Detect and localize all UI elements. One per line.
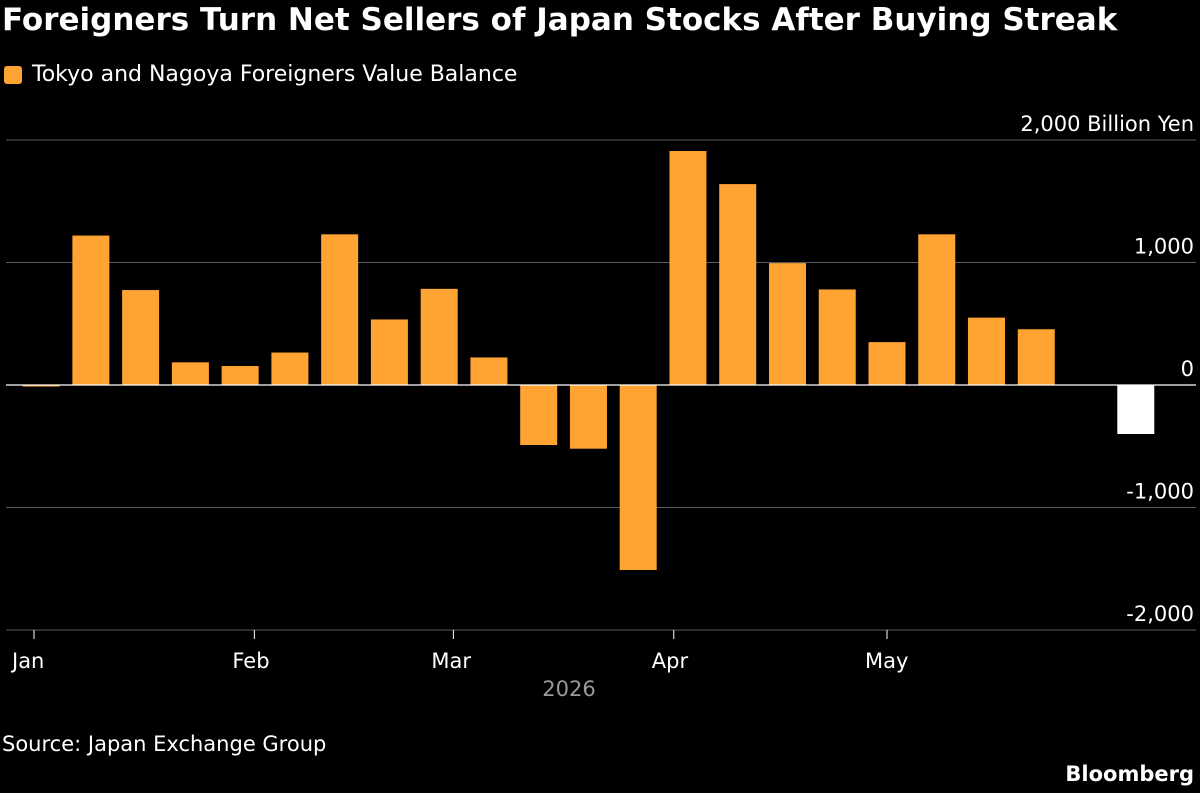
bar xyxy=(520,385,558,446)
bar xyxy=(619,385,657,570)
bar xyxy=(569,385,607,449)
bar xyxy=(1017,329,1055,385)
bar xyxy=(221,366,259,385)
bar xyxy=(768,263,806,385)
legend-label: Tokyo and Nagoya Foreigners Value Balanc… xyxy=(32,62,518,87)
bar xyxy=(470,357,508,385)
x-tick-label: Jan xyxy=(10,649,44,673)
bar xyxy=(271,352,309,385)
bar xyxy=(719,184,757,385)
y-tick-label: -1,000 xyxy=(1126,480,1194,504)
bar xyxy=(122,290,160,385)
bar xyxy=(171,362,209,385)
bar xyxy=(370,319,408,385)
bar xyxy=(72,235,110,385)
bar xyxy=(868,342,906,385)
x-tick-label: Mar xyxy=(431,649,471,673)
y-tick-label: 2,000 Billion Yen xyxy=(1020,112,1194,136)
chart-title: Foreigners Turn Net Sellers of Japan Sto… xyxy=(2,2,1118,38)
bar xyxy=(968,317,1006,385)
bar xyxy=(420,288,458,385)
bloomberg-logo: Bloomberg xyxy=(1065,762,1194,786)
legend-swatch xyxy=(4,65,22,84)
source-note: Source: Japan Exchange Group xyxy=(2,732,327,756)
x-year-label: 2026 xyxy=(542,677,595,701)
x-tick-label: Feb xyxy=(232,649,269,673)
bar xyxy=(669,151,707,385)
bar xyxy=(818,289,856,385)
bar xyxy=(22,385,60,387)
y-tick-label: 1,000 xyxy=(1134,235,1194,259)
bar xyxy=(321,234,359,385)
legend: Tokyo and Nagoya Foreigners Value Balanc… xyxy=(4,62,517,87)
y-tick-label: 0 xyxy=(1181,357,1194,381)
x-tick-label: Apr xyxy=(652,649,689,673)
bar xyxy=(1117,385,1155,434)
x-tick-label: May xyxy=(865,649,908,673)
bar xyxy=(918,234,956,385)
y-tick-label: -2,000 xyxy=(1126,602,1194,626)
